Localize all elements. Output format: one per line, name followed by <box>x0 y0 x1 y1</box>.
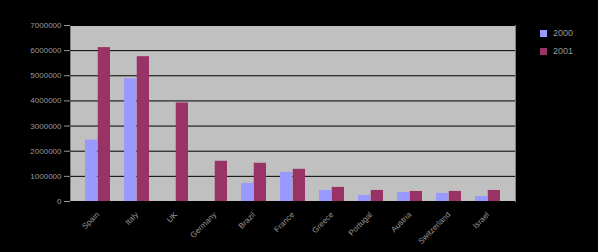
svg-text:France: France <box>272 210 296 234</box>
svg-text:Brazil: Brazil <box>237 210 258 231</box>
svg-text:Portugal: Portugal <box>347 210 375 238</box>
svg-text:Switzerland: Switzerland <box>417 210 453 246</box>
html-text:2001: 2001 <box>553 46 573 56</box>
svg-text:5000000: 5000000 <box>30 71 62 80</box>
svg-text:Germany: Germany <box>189 210 219 240</box>
svg-text:Austria: Austria <box>389 210 413 234</box>
svg-text:Italy: Italy <box>123 210 140 227</box>
svg-text:3000000: 3000000 <box>30 122 62 131</box>
svg-text:UK: UK <box>165 210 180 225</box>
svg-text:0: 0 <box>57 197 62 206</box>
svg-text:2000000: 2000000 <box>30 147 62 156</box>
html-text:2000: 2000 <box>553 28 573 38</box>
svg-text:1000000: 1000000 <box>30 172 62 181</box>
svg-text:Israel: Israel <box>471 210 491 230</box>
svg-text:4000000: 4000000 <box>30 96 62 105</box>
svg-text:6000000: 6000000 <box>30 46 62 55</box>
svg-text:Greece: Greece <box>310 210 335 235</box>
svg-text:7000000: 7000000 <box>30 21 62 30</box>
svg-text:Spain: Spain <box>80 210 101 231</box>
